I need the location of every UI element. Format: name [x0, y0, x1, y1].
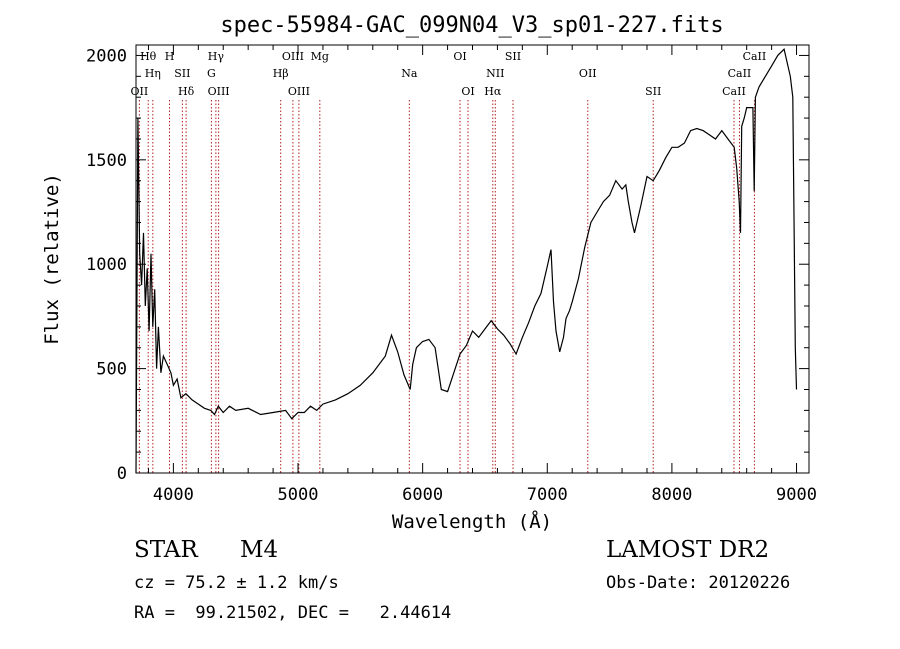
line-label: Hθ [140, 50, 157, 63]
x-tick-label: 6000 [402, 485, 443, 505]
line-label: CaII [722, 85, 746, 98]
line-label: OI [461, 85, 474, 98]
x-tick-label: 4000 [153, 485, 194, 505]
line-label: SII [174, 67, 190, 80]
observation-date: Obs-Date: 20120226 [606, 573, 791, 593]
y-tick-label: 1000 [86, 255, 127, 275]
x-axis-label: Wavelength (Å) [392, 510, 552, 533]
line-label: G [207, 67, 216, 80]
line-label: Hη [145, 67, 161, 80]
line-label: OIII [282, 50, 304, 63]
line-label: NII [486, 67, 504, 80]
line-label: CaII [728, 67, 752, 80]
line-label: CaII [743, 50, 767, 63]
line-label: Hβ [273, 67, 289, 80]
x-tick-label: 7000 [527, 485, 568, 505]
x-tick-label: 8000 [651, 485, 692, 505]
x-tick-label: 5000 [278, 485, 319, 505]
line-label: Hγ [208, 50, 225, 63]
line-label: H [165, 50, 175, 63]
line-label: Mg [311, 50, 329, 63]
object-class: STAR [134, 537, 198, 563]
spectrum-chart: spec-55984-GAC_099N04_V3_sp01-227.fits H… [41, 13, 817, 533]
line-label: Hδ [178, 85, 195, 98]
spectrum-line [135, 48, 798, 474]
line-label: OIII [208, 85, 230, 98]
line-label: OII [131, 85, 149, 98]
line-label: SII [645, 85, 661, 98]
line-label: Na [401, 67, 418, 80]
line-label: OII [579, 67, 597, 80]
axis-ticks: 4000 5000 6000 7000 8000 9000 0 500 1000 1500 2000 [86, 45, 817, 505]
redshift-readout: cz = 75.2 ± 1.2 km/s [134, 573, 339, 593]
chart-title: spec-55984-GAC_099N04_V3_sp01-227.fits [220, 13, 723, 38]
y-tick-label: 2000 [86, 46, 127, 66]
y-tick-label: 0 [117, 464, 127, 484]
line-label: SII [505, 50, 521, 63]
line-label: Hα [484, 85, 502, 98]
x-tick-label: 9000 [776, 485, 817, 505]
y-tick-label: 1500 [86, 151, 127, 171]
sky-coordinates: RA = 99.21502, DEC = 2.44614 [134, 603, 452, 623]
spectral-line-markers: Hθ Hη OII H SII Hδ Hγ G OIII OIII Hβ OIII Mg Na OI OI NI… [131, 50, 767, 473]
survey-name: LAMOST DR2 [606, 537, 770, 563]
object-subclass: M4 [240, 537, 279, 563]
y-axis-label: Flux (relative) [41, 173, 63, 345]
line-label: OI [453, 50, 466, 63]
plot-frame [135, 44, 810, 474]
line-label: OIII [288, 85, 310, 98]
y-tick-label: 500 [96, 360, 127, 380]
